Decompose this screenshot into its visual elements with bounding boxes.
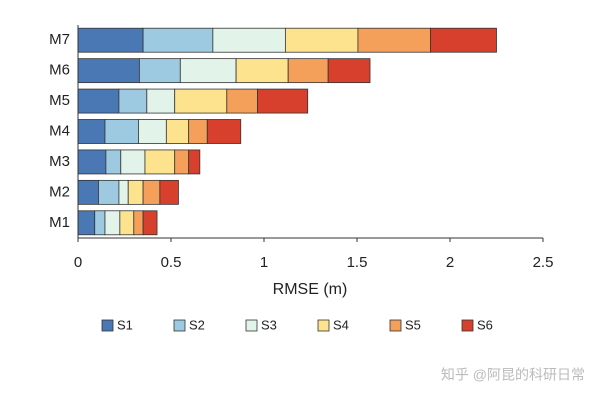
legend-label: S1 xyxy=(117,317,133,332)
bar-segment xyxy=(142,27,214,53)
y-tick-label: M5 xyxy=(49,92,70,109)
bar-segment xyxy=(138,58,181,84)
bar-segment xyxy=(165,119,190,144)
bar-segment xyxy=(119,210,135,236)
legend-swatch xyxy=(389,319,402,332)
y-tick-label: M1 xyxy=(49,214,70,231)
bar-segment xyxy=(146,88,176,114)
x-tick-label: 2 xyxy=(446,254,454,271)
bar-segment xyxy=(94,210,106,236)
bar-segment xyxy=(77,179,99,205)
bar-segment xyxy=(357,27,431,53)
bar-segment xyxy=(179,58,237,84)
legend-label: S2 xyxy=(189,317,205,332)
bar-segment xyxy=(212,27,286,53)
watermark: 知乎 @阿昆的科研日常 xyxy=(441,367,585,383)
bar-segment xyxy=(142,210,158,236)
bar-segment xyxy=(287,58,329,84)
x-tick-label: 1 xyxy=(260,254,268,271)
x-tick-label: 1.5 xyxy=(347,254,368,271)
bar-segment xyxy=(206,119,242,144)
y-tick-label: M3 xyxy=(49,153,70,170)
x-tick-label: 0.5 xyxy=(161,254,182,271)
bar-segment xyxy=(120,149,146,175)
legend-label: S5 xyxy=(405,317,421,332)
legend-label: S4 xyxy=(333,317,349,332)
legend-swatch xyxy=(461,319,474,332)
x-tick-label: 2.5 xyxy=(533,254,554,271)
y-tick-label: M6 xyxy=(49,62,70,79)
bar-segment xyxy=(77,58,140,84)
bar-segment xyxy=(159,179,179,205)
bar-segment xyxy=(77,119,106,144)
y-tick-label: M2 xyxy=(49,183,70,200)
bar-segment xyxy=(188,149,201,175)
bar-segment xyxy=(77,149,107,175)
bar-segment xyxy=(98,179,120,205)
legend-swatch xyxy=(245,319,258,332)
bar-segment xyxy=(235,58,289,84)
legend-swatch xyxy=(101,319,114,332)
bar-segment xyxy=(284,27,359,53)
bar-segment xyxy=(118,88,148,114)
bar-segment xyxy=(138,119,167,144)
legend-swatch xyxy=(317,319,330,332)
bar-segment xyxy=(77,88,120,114)
legend-label: S3 xyxy=(261,317,277,332)
y-tick-label: M7 xyxy=(49,31,70,48)
bar-segment xyxy=(327,58,371,84)
y-tick-label: M4 xyxy=(49,122,70,139)
bar-segment xyxy=(77,27,144,53)
bar-segment xyxy=(188,119,208,144)
bar-segment xyxy=(430,27,497,53)
bar-segment xyxy=(226,88,258,114)
bar-segment xyxy=(104,119,139,144)
bar-segment xyxy=(257,88,309,114)
bar-segment xyxy=(118,179,129,205)
x-axis-label: RMSE (m) xyxy=(273,281,348,298)
bar-segment xyxy=(127,179,144,205)
x-tick-label: 0 xyxy=(74,254,82,271)
bar-segment xyxy=(174,149,190,175)
legend-label: S6 xyxy=(477,317,493,332)
bar-segment xyxy=(144,149,176,175)
bar-segment xyxy=(77,210,96,236)
bar-segment xyxy=(174,88,228,114)
bar-segment xyxy=(104,210,121,236)
bar-segment xyxy=(142,179,161,205)
bar-segment xyxy=(133,210,144,236)
legend-swatch xyxy=(173,319,186,332)
bar-segment xyxy=(105,149,122,175)
